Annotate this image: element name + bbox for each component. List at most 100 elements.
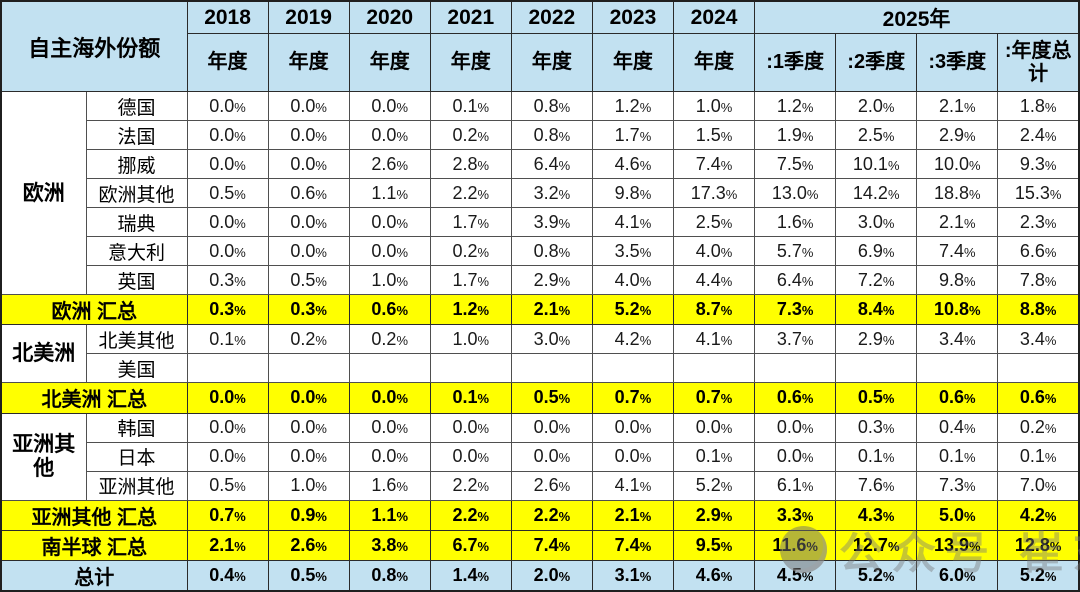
summary-value-cell: 10.8% xyxy=(916,294,999,326)
summary-value-cell: 0.6% xyxy=(348,294,431,326)
value-cell: 0.2% xyxy=(997,412,1080,443)
summary-value-cell: 5.0% xyxy=(916,499,999,531)
year-header: 2020 xyxy=(348,0,431,34)
value-cell: 4.1% xyxy=(591,470,674,501)
summary-value-cell: 4.2% xyxy=(997,499,1080,531)
value-cell: 2.3% xyxy=(997,207,1080,238)
value-cell: 0.0% xyxy=(267,236,350,267)
value-cell: 0.0% xyxy=(186,90,269,122)
summary-value-cell: 7.3% xyxy=(754,294,837,326)
value-cell: 0.3% xyxy=(186,265,269,296)
total-value-cell: 5.2% xyxy=(997,559,1080,592)
value-cell: 0.0% xyxy=(348,441,431,472)
value-cell: 9.3% xyxy=(997,149,1080,180)
value-cell xyxy=(429,353,512,384)
period-header: 年度 xyxy=(510,33,593,92)
value-cell: 1.7% xyxy=(591,120,674,151)
value-cell: 6.9% xyxy=(835,236,918,267)
summary-label: 欧洲 汇总 xyxy=(0,294,188,326)
value-cell: 7.6% xyxy=(835,470,918,501)
value-cell: 7.2% xyxy=(835,265,918,296)
value-cell: 0.0% xyxy=(429,412,512,443)
year-header: 2024 xyxy=(672,0,756,34)
value-cell: 17.3% xyxy=(672,178,756,209)
value-cell: 3.7% xyxy=(754,324,837,355)
value-cell: 3.0% xyxy=(510,324,593,355)
value-cell: 3.5% xyxy=(591,236,674,267)
table-row: 欧洲 德国 0.0% 0.0% 0.0% 0.1% 0.8% 1.2% 1.0% 1.2% 2.0%… xyxy=(0,90,1080,296)
value-cell: 3.9% xyxy=(510,207,593,238)
year-header: 2025年 xyxy=(754,0,1080,34)
value-cell: 0.5% xyxy=(186,470,269,501)
table-row: 瑞典 0.0% 0.0% 0.0% 1.7% 3.9% 4.1% 2.5% 1.6% 3.0% 2.… xyxy=(1,207,1080,238)
summary-value-cell: 8.7% xyxy=(672,294,756,326)
value-cell: 0.1% xyxy=(429,90,512,122)
year-header: 2021 xyxy=(429,0,512,34)
table-row: 欧洲 汇总 0.3% 0.3% 0.6% 1.2% 2.1% 5.2% 8.7% 7.3% 8.4… xyxy=(0,294,1080,326)
summary-value-cell: 2.1% xyxy=(510,294,593,326)
row-label: 英国 xyxy=(85,265,188,296)
value-cell: 0.0% xyxy=(591,441,674,472)
summary-value-cell: 0.5% xyxy=(510,382,593,414)
table-row: 挪威 0.0% 0.0% 2.6% 2.8% 6.4% 4.6% 7.4% 7.5% 10.1% 1… xyxy=(1,149,1080,180)
row-label: 挪威 xyxy=(85,149,188,180)
table-row: 欧洲其他 0.5% 0.6% 1.1% 2.2% 3.2% 9.8% 17.3% 13.0% 14… xyxy=(1,178,1080,209)
value-cell: 4.1% xyxy=(672,324,756,355)
summary-value-cell: 2.2% xyxy=(429,499,512,531)
value-cell: 4.1% xyxy=(591,207,674,238)
summary-value-cell: 0.3% xyxy=(186,294,269,326)
table-body: 欧洲 德国 0.0% 0.0% 0.0% 0.1% 0.8% 1.2% 1.0% 1.2% 2.0%… xyxy=(0,90,1080,592)
value-cell: 0.0% xyxy=(186,149,269,180)
value-cell: 0.2% xyxy=(429,120,512,151)
summary-value-cell: 2.9% xyxy=(672,499,756,531)
value-cell: 6.6% xyxy=(997,236,1080,267)
period-header: 年度 xyxy=(267,33,350,92)
period-header: :3季度 xyxy=(916,33,999,92)
summary-value-cell: 0.6% xyxy=(754,382,837,414)
year-header: 2022 xyxy=(510,0,593,34)
value-cell xyxy=(591,353,674,384)
summary-value-cell: 2.1% xyxy=(186,529,269,561)
value-cell: 0.2% xyxy=(267,324,350,355)
value-cell: 1.7% xyxy=(429,265,512,296)
value-cell: 18.8% xyxy=(916,178,999,209)
value-cell: 2.9% xyxy=(510,265,593,296)
value-cell xyxy=(510,353,593,384)
value-cell: 7.4% xyxy=(672,149,756,180)
value-cell: 0.0% xyxy=(267,441,350,472)
value-cell: 1.0% xyxy=(429,324,512,355)
total-value-cell: 0.5% xyxy=(267,559,350,592)
value-cell: 0.0% xyxy=(267,120,350,151)
value-cell: 3.0% xyxy=(835,207,918,238)
row-label: 亚洲其他 xyxy=(85,470,188,501)
summary-value-cell: 0.5% xyxy=(835,382,918,414)
value-cell: 2.1% xyxy=(916,207,999,238)
value-cell: 2.1% xyxy=(916,90,999,122)
value-cell xyxy=(835,353,918,384)
value-cell: 1.5% xyxy=(672,120,756,151)
value-cell: 4.0% xyxy=(672,236,756,267)
value-cell xyxy=(997,353,1080,384)
table-row: 总计 0.4% 0.5% 0.8% 1.4% 2.0% 3.1% 4.6% 4.5% 5.2% 6.… xyxy=(0,559,1080,592)
value-cell: 4.6% xyxy=(591,149,674,180)
value-cell: 6.4% xyxy=(510,149,593,180)
value-cell: 1.6% xyxy=(754,207,837,238)
value-cell: 2.5% xyxy=(835,120,918,151)
summary-value-cell: 0.3% xyxy=(267,294,350,326)
row-label: 美国 xyxy=(85,353,188,384)
value-cell: 0.0% xyxy=(429,441,512,472)
summary-value-cell: 11.6% xyxy=(754,529,837,561)
value-cell: 0.8% xyxy=(510,90,593,122)
summary-value-cell: 0.6% xyxy=(997,382,1080,414)
value-cell: 7.5% xyxy=(754,149,837,180)
row-label: 欧洲其他 xyxy=(85,178,188,209)
value-cell: 14.2% xyxy=(835,178,918,209)
summary-value-cell: 3.3% xyxy=(754,499,837,531)
value-cell: 0.1% xyxy=(186,324,269,355)
total-value-cell: 5.2% xyxy=(835,559,918,592)
value-cell: 3.4% xyxy=(916,324,999,355)
value-cell xyxy=(916,353,999,384)
summary-value-cell: 7.4% xyxy=(591,529,674,561)
summary-value-cell: 7.4% xyxy=(510,529,593,561)
